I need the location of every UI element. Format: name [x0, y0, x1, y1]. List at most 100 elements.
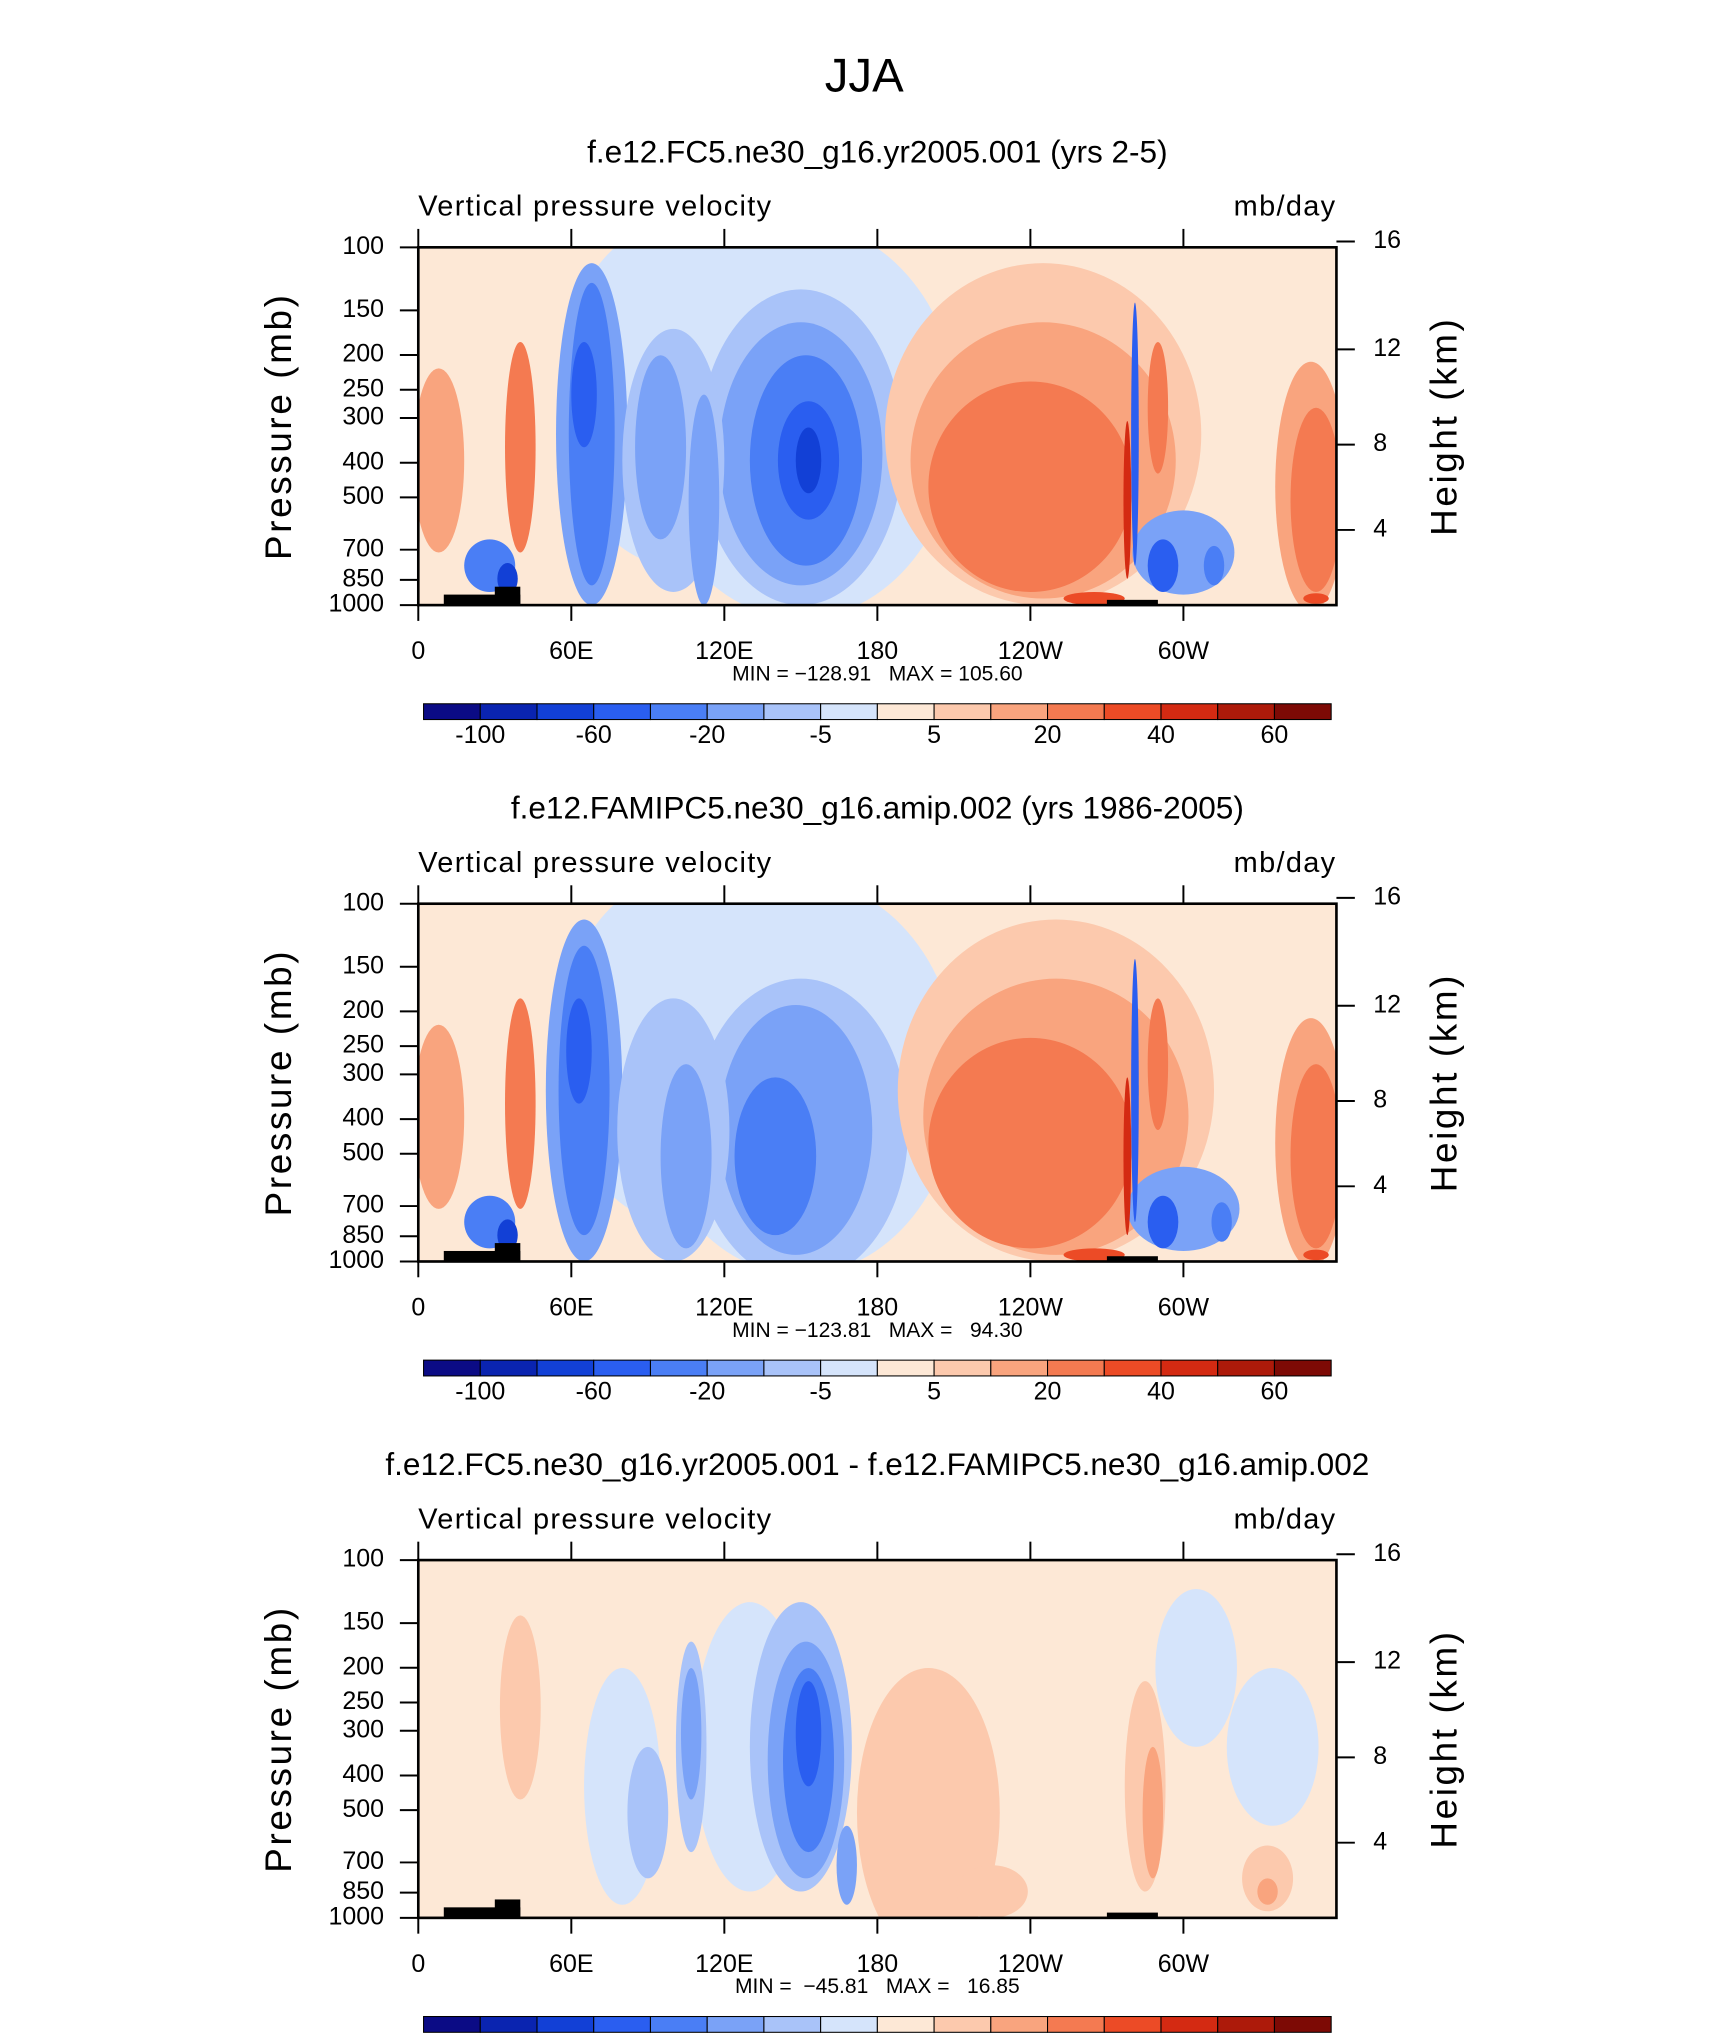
- y-tick-label: 250: [342, 1687, 384, 1715]
- colorbar-label: 30: [1147, 2034, 1175, 2038]
- contour-region: [1290, 407, 1337, 592]
- y-axis-label: Pressure (mb): [258, 292, 299, 559]
- colorbar-label: 50: [1261, 2034, 1289, 2038]
- subtitle-right: mb/day: [1234, 191, 1337, 223]
- colorbar-label: -30: [576, 2034, 612, 2038]
- colorbar-box: [1273, 2015, 1332, 2033]
- colorbar-box: [706, 703, 765, 721]
- y-tick-label: 1000: [328, 1902, 384, 1930]
- colorbar-box: [1047, 703, 1105, 721]
- subtitle-left: Vertical pressure velocity: [418, 1503, 772, 1535]
- y-tick-label: 100: [342, 1545, 384, 1573]
- colorbar-label: -10: [746, 2034, 782, 2038]
- colorbar-label: 60: [1261, 721, 1289, 749]
- y-tick-label: 100: [342, 888, 384, 916]
- colorbar-box: [1160, 703, 1219, 721]
- panel-title: f.e12.FAMIPC5.ne30_g16.amip.002 (yrs 198…: [511, 790, 1244, 826]
- colorbar-box: [536, 2015, 595, 2033]
- x-tick-label: 60W: [1158, 637, 1210, 665]
- colorbar-box: [820, 703, 878, 721]
- y-tick-label: 400: [342, 447, 384, 475]
- colorbar-box: [423, 1359, 481, 1377]
- contour-region: [1142, 1746, 1164, 1879]
- contour-region: [1147, 1195, 1179, 1249]
- y2-tick-label: 12: [1373, 334, 1401, 362]
- contour-region: [688, 394, 720, 606]
- field: [418, 247, 1337, 606]
- colorbar-box: [706, 1359, 765, 1377]
- y-tick-label: 200: [342, 996, 384, 1024]
- y-tick-label: 700: [342, 1191, 384, 1219]
- x-tick-label: 180: [857, 1950, 899, 1978]
- stats: MIN = −45.81 MAX = 16.85: [735, 1975, 1020, 1998]
- colorbar-box: [423, 2015, 481, 2033]
- contour-region: [571, 342, 597, 448]
- colorbar-box: [763, 1359, 822, 1377]
- x-tick-label: 60E: [549, 1293, 593, 1321]
- colorbar-box: [933, 1359, 992, 1377]
- colorbar-label: 5: [927, 721, 941, 749]
- contour-region: [1123, 1077, 1132, 1236]
- colorbar-box: [1273, 703, 1332, 721]
- terrain: [443, 1907, 521, 1918]
- colorbar-label: -100: [455, 1378, 505, 1406]
- colorbar-box: [423, 703, 481, 721]
- colorbar-box: [649, 1359, 708, 1377]
- colorbar-box: [1160, 1359, 1219, 1377]
- contour-region: [1226, 1667, 1319, 1826]
- colorbar-box: [820, 1359, 878, 1377]
- y2-axis-label: Height (km): [1424, 317, 1465, 536]
- contour-region: [1131, 302, 1139, 566]
- contour-region: [505, 342, 536, 553]
- y-tick-label: 150: [342, 1608, 384, 1636]
- contour-region: [1303, 593, 1329, 604]
- contour-region: [418, 1024, 465, 1209]
- colorbar-label: -60: [576, 721, 612, 749]
- contour-region: [505, 998, 536, 1209]
- colorbar-box: [990, 1359, 1049, 1377]
- contour-region: [795, 1681, 822, 1787]
- subtitle-left: Vertical pressure velocity: [418, 847, 772, 879]
- y-tick-label: 300: [342, 1715, 384, 1743]
- colorbar-box: [933, 2015, 992, 2033]
- y-tick-label: 1000: [328, 1246, 384, 1274]
- x-tick-label: 180: [857, 637, 899, 665]
- y-axis-label: Pressure (mb): [258, 1605, 299, 1873]
- contour-region: [928, 381, 1133, 592]
- y-tick-label: 850: [342, 564, 384, 592]
- colorbar-box: [1103, 2015, 1162, 2033]
- colorbar-label: -15: [689, 2034, 725, 2038]
- y-tick-label: 150: [342, 295, 384, 323]
- y2-axis-label: Height (km): [1424, 973, 1465, 1192]
- contour-region: [1203, 545, 1225, 586]
- y2-tick-label: 12: [1373, 990, 1401, 1018]
- field: [418, 903, 1337, 1262]
- contour-region: [1257, 1878, 1278, 1905]
- contour-region: [734, 1077, 817, 1236]
- y-tick-label: 250: [342, 374, 384, 402]
- contour-region: [1155, 1589, 1237, 1747]
- x-tick-label: 60E: [549, 1950, 593, 1978]
- panel: f.e12.FAMIPC5.ne30_g16.amip.002 (yrs 198…: [258, 790, 1464, 1406]
- x-tick-label: 0: [411, 1293, 425, 1321]
- colorbar-label: -20: [632, 2034, 668, 2038]
- y2-tick-label: 4: [1373, 515, 1387, 543]
- colorbar-label: 20: [1034, 721, 1062, 749]
- colorbar-box: [820, 2015, 878, 2033]
- contour-region: [497, 1219, 518, 1251]
- colorbar-label: -5: [810, 1378, 832, 1406]
- y2-tick-label: 8: [1373, 1086, 1387, 1114]
- terrain: [494, 1899, 521, 1918]
- terrain: [443, 594, 521, 606]
- contour-region: [956, 1865, 1028, 1918]
- colorbar-box: [649, 2015, 708, 2033]
- y2-tick-label: 8: [1373, 1742, 1387, 1770]
- x-tick-label: 120E: [695, 1950, 753, 1978]
- y2-tick-label: 16: [1373, 1539, 1401, 1567]
- colorbar-box: [763, 2015, 822, 2033]
- x-tick-label: 0: [411, 1950, 425, 1978]
- colorbar-label: -50: [462, 2034, 498, 2038]
- contour-region: [836, 1825, 857, 1905]
- colorbar-label: -20: [689, 1378, 725, 1406]
